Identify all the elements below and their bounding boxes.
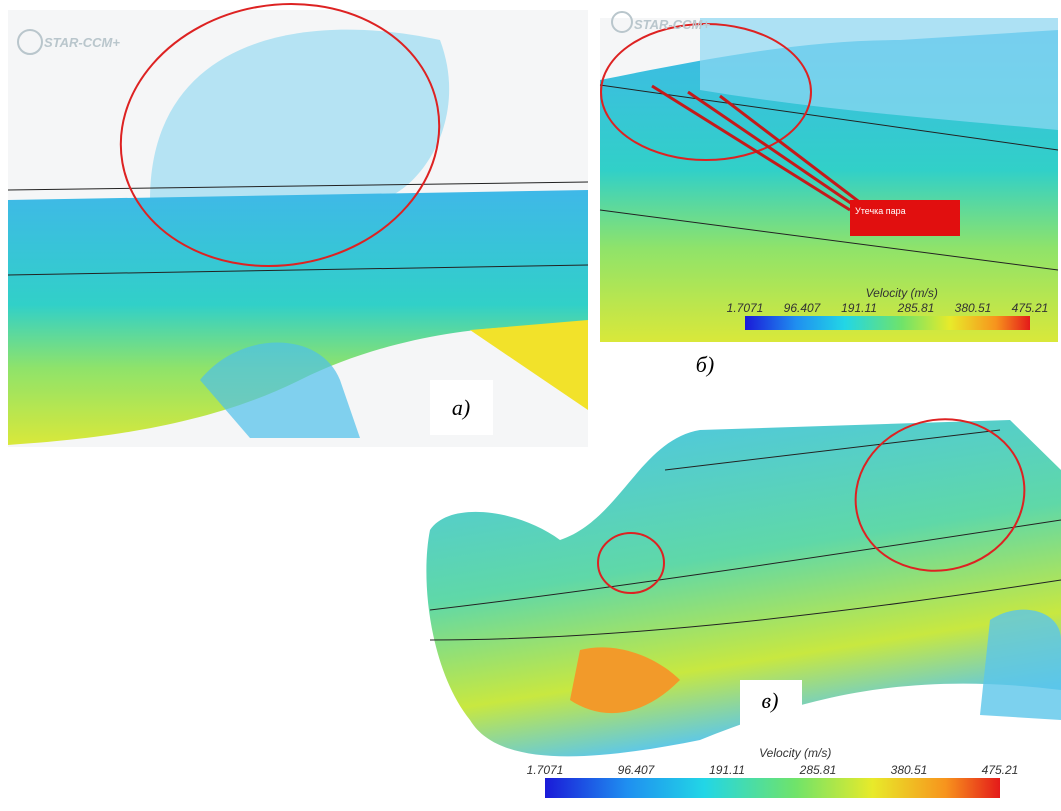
panel-c: в) (426, 401, 1061, 757)
colorbar-tick-label: 285.81 (897, 301, 935, 315)
colorbar-tick-label: 96.407 (784, 301, 822, 315)
colorbar-title: Velocity (m/s) (759, 746, 831, 760)
panel-label: в) (762, 688, 779, 713)
colorbar-tick-label: 285.81 (799, 763, 837, 777)
colorbar-tick-label: 475.21 (982, 763, 1019, 777)
panel-a: STAR-CCM+ а) (8, 0, 588, 447)
colorbar-tick-label: 1.7071 (727, 301, 764, 315)
panel-label: а) (452, 395, 470, 420)
colorbar-title: Velocity (m/s) (866, 286, 938, 300)
flow-region (980, 610, 1061, 720)
colorbar (745, 316, 1030, 330)
panel-label: б) (696, 352, 714, 377)
logo: STAR-CCM+ (44, 35, 120, 50)
colorbar (545, 778, 1000, 798)
annotation: Утечка пара (855, 206, 906, 216)
colorbar-tick-label: 96.407 (618, 763, 656, 777)
colorbar-tick-label: 191.11 (841, 301, 877, 315)
colorbar-tick-label: 380.51 (955, 301, 992, 315)
colorbar-tick-label: 380.51 (891, 763, 928, 777)
logo: STAR-CCM+ (634, 17, 710, 32)
colorbar-tick-label: 191.11 (709, 763, 745, 777)
colorbar-tick-label: 475.21 (1012, 301, 1049, 315)
colorbar-tick-label: 1.7071 (527, 763, 564, 777)
figure: STAR-CCM+ а) STAR-CCM+ Утечка пара б) в (0, 0, 1061, 811)
